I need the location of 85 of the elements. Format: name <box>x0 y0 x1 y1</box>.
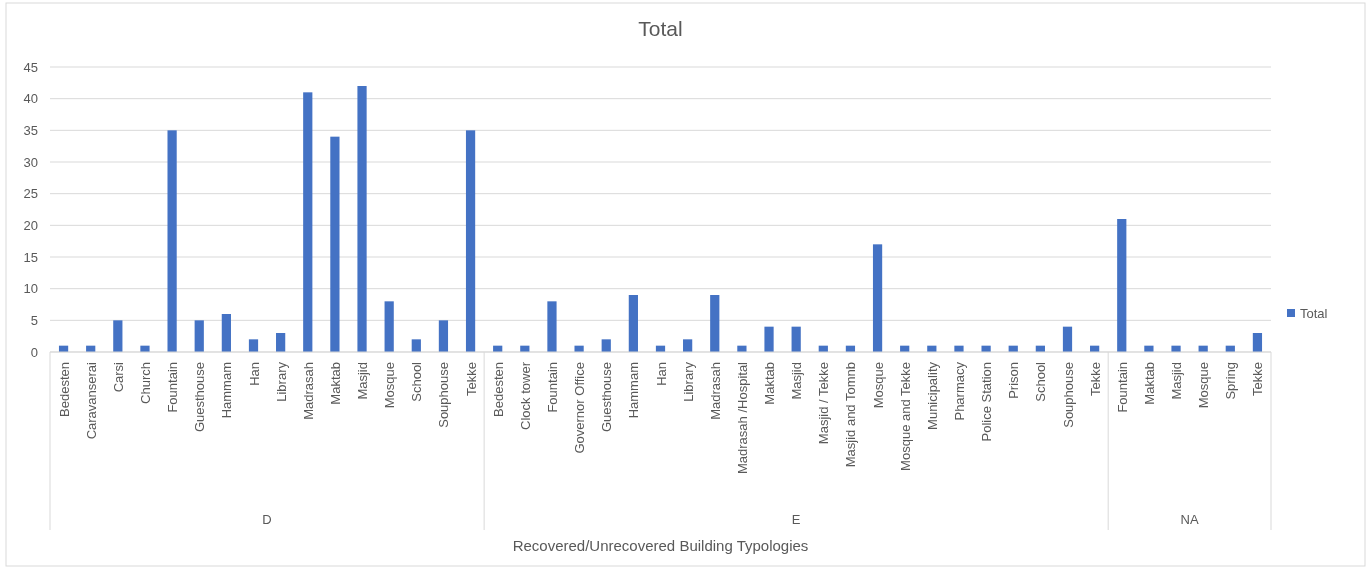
bar <box>330 136 340 352</box>
bar <box>411 339 421 352</box>
x-tick-label: Municipality <box>924 361 940 430</box>
bar <box>194 320 204 352</box>
x-tick-label: Pharmacy <box>951 361 967 421</box>
x-tick-label: Fountain <box>165 362 181 413</box>
bar <box>872 244 883 352</box>
x-tick-label: Fountain <box>544 362 560 413</box>
x-tick-label: Tekke <box>1087 362 1103 396</box>
y-tick-label: 30 <box>23 154 38 170</box>
y-tick-label: 10 <box>23 281 38 297</box>
bar <box>384 301 394 352</box>
y-tick-label: 35 <box>23 122 38 138</box>
bar <box>357 86 367 352</box>
x-tick-label: Library <box>680 361 696 402</box>
y-tick-label: 25 <box>23 186 38 202</box>
x-tick-label: Tekke <box>463 362 479 396</box>
bar <box>791 326 801 352</box>
y-tick-label: 20 <box>23 217 38 233</box>
x-tick-label: Masjid / Tekke <box>816 362 832 445</box>
x-tick-label: Masjid <box>1169 362 1185 400</box>
x-tick-label: Governor Office <box>572 362 588 454</box>
y-tick-label: 0 <box>30 344 38 360</box>
bar <box>167 130 177 352</box>
x-tick-label: Han <box>653 362 669 386</box>
text: E <box>791 512 801 527</box>
bar <box>683 339 693 352</box>
chart-title: Total <box>638 17 683 40</box>
y-tick-label: 5 <box>30 312 38 328</box>
x-tick-label: School <box>409 361 425 402</box>
x-tick-label: Tekke <box>1250 362 1266 396</box>
x-tick-label: Madrasah /Hospital <box>734 361 750 474</box>
x-tick-label: Police Station <box>979 362 995 442</box>
x-tick-label: Maktab <box>762 362 778 405</box>
bar <box>465 130 476 352</box>
y-tick-label: 40 <box>23 91 38 107</box>
bar <box>628 295 638 352</box>
x-tick-label: Madrasah <box>300 362 316 420</box>
bar <box>276 333 286 352</box>
x-tick-label: Library <box>273 361 289 402</box>
bar <box>113 320 123 352</box>
x-tick-label: Hammam <box>626 362 642 419</box>
x-axis-title: Recovered/Unrecovered Building Typologies <box>512 537 809 554</box>
bar <box>1117 219 1127 352</box>
bar <box>438 320 449 352</box>
x-tick-label: Bedesten <box>490 362 506 417</box>
x-tick-label: Spring <box>1223 362 1239 400</box>
text: NA <box>1180 512 1199 527</box>
bar <box>601 339 611 352</box>
x-tick-label: Guesthouse <box>599 362 615 433</box>
x-tick-label: Mosque <box>382 362 398 409</box>
x-tick-label: School <box>1033 361 1049 402</box>
x-tick-label: Clock tower <box>517 361 533 430</box>
y-tick-label: 45 <box>23 59 38 75</box>
text: D <box>262 512 272 527</box>
bar <box>303 92 313 352</box>
bar <box>1252 333 1263 352</box>
x-tick-label: Caravanserai <box>83 361 99 440</box>
x-tick-label: Bedesten <box>56 362 72 417</box>
x-tick-label: Prison <box>1006 362 1022 399</box>
x-tick-label: Han <box>246 362 262 386</box>
x-tick-label: Mosque <box>870 362 886 409</box>
x-tick-label: Maktab <box>1141 362 1157 405</box>
bar <box>764 326 774 352</box>
x-tick-label: Hammam <box>219 362 235 419</box>
x-tick-label: Masjid <box>789 362 805 400</box>
y-tick-label: 15 <box>23 249 38 265</box>
x-tick-label: Souphouse <box>436 362 452 428</box>
x-tick-label: Masjid <box>355 362 371 400</box>
x-tick-label: Church <box>137 362 153 404</box>
x-tick-label: Maktab <box>327 362 343 405</box>
x-tick-label: Mosque <box>1196 362 1212 409</box>
bar <box>710 295 720 352</box>
x-tick-label: Masjid and Tomnb <box>843 362 859 468</box>
legend-label: Total <box>1300 306 1328 321</box>
x-tick-label: Mosque and Tekke <box>897 362 913 471</box>
x-tick-label: Souphouse <box>1060 362 1076 428</box>
bar <box>221 314 231 352</box>
bar <box>248 339 259 352</box>
x-tick-label: Madrasah <box>707 362 723 420</box>
x-tick-label: Fountain <box>1114 362 1130 413</box>
x-tick-label: Guesthouse <box>192 362 208 433</box>
x-tick-label: Carsi <box>110 361 126 393</box>
bar <box>1062 326 1073 352</box>
bar <box>547 301 557 352</box>
